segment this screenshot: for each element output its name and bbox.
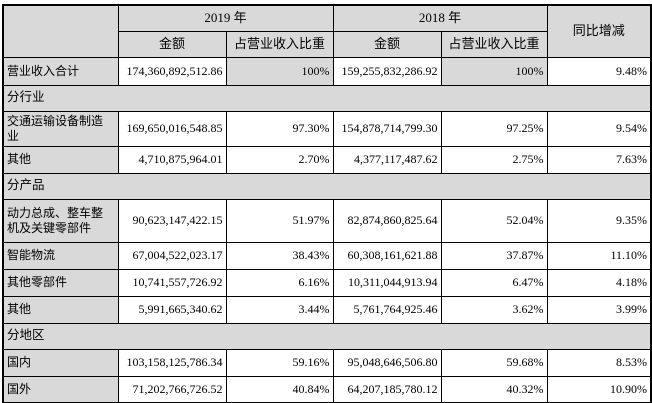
header-amount-2019: 金额 [117,30,227,58]
table-row: 其他 4,710,875,964.01 2.70% 4,377,117,487.… [2,145,652,174]
yoy-cell: 4.18% [546,268,652,297]
yoy-cell: 3.99% [546,295,652,324]
section-row-industry: 分行业 [2,84,652,112]
ratio-2018-cell: 52.04% [440,198,548,243]
ratio-2018-cell: 40.32% [440,375,548,403]
ratio-2019-cell: 51.97% [225,198,334,243]
table-row: 其他零部件 10,741,557,726.92 6.16% 10,311,044… [2,268,652,297]
yoy-cell: 9.35% [546,198,652,243]
amount-2019-cell: 90,623,147,422.15 [117,198,227,243]
header-row-years: 2019 年 2018 年 同比增减 [2,4,652,58]
amount-2018-cell: 95,048,646,506.80 [332,348,442,377]
ratio-2019-cell: 100% [225,56,334,86]
ratio-2018-cell: 100% [440,56,548,86]
ratio-2019-cell: 2.70% [225,145,334,174]
ratio-2018-cell: 2.75% [440,145,548,174]
table-row: 国外 71,202,766,726.52 40.84% 64,207,185,7… [2,375,652,403]
amount-2018-cell: 60,308,161,621.88 [332,241,442,270]
row-label: 国内 [2,348,119,377]
table-row: 智能物流 67,004,522,023.17 38.43% 60,308,161… [2,241,652,270]
row-label: 智能物流 [2,241,119,270]
table-row: 国内 103,158,125,786.34 59.16% 95,048,646,… [2,348,652,377]
table-row: 动力总成、整车整机及关键零部件 90,623,147,422.15 51.97%… [2,198,652,243]
row-label: 其他 [2,295,119,324]
amount-2018-cell: 5,761,764,925.46 [332,295,442,324]
revenue-breakdown-table: 2019 年 2018 年 同比增减 金额 占营业收入比重 金额 占营业收入比重… [2,4,652,403]
yoy-cell: 9.54% [546,110,652,147]
ratio-2018-cell: 59.68% [440,348,548,377]
section-label: 分行业 [2,84,652,112]
row-label: 其他 [2,145,119,174]
row-label: 营业收入合计 [2,56,119,86]
corner-cell [2,4,119,58]
ratio-2019-cell: 38.43% [225,241,334,270]
ratio-2018-cell: 6.47% [440,268,548,297]
row-label: 国外 [2,375,119,403]
header-yoy: 同比增减 [546,4,652,58]
table-row: 其他 5,991,665,340.62 3.44% 5,761,764,925.… [2,295,652,324]
ratio-2019-cell: 6.16% [225,268,334,297]
row-label: 动力总成、整车整机及关键零部件 [2,198,119,243]
yoy-cell: 11.10% [546,241,652,270]
amount-2018-cell: 64,207,185,780.12 [332,375,442,403]
ratio-2019-cell: 97.30% [225,110,334,147]
amount-2018-cell: 4,377,117,487.62 [332,145,442,174]
section-row-product: 分产品 [2,172,652,200]
amount-2019-cell: 4,710,875,964.01 [117,145,227,174]
header-ratio-2019: 占营业收入比重 [225,30,334,58]
header-row-metrics: 金额 占营业收入比重 金额 占营业收入比重 [3,30,651,58]
amount-2019-cell: 10,741,557,726.92 [117,268,227,297]
table-row-total: 营业收入合计 174,360,892,512.86 100% 159,255,8… [2,56,652,86]
ratio-2018-cell: 3.62% [440,295,548,324]
ratio-2019-cell: 40.84% [225,375,334,403]
yoy-cell: 7.63% [546,145,652,174]
amount-2018-cell: 159,255,832,286.92 [332,56,442,86]
yoy-cell: 9.48% [546,56,652,86]
header-year-2018: 2018 年 [332,4,548,32]
amount-2019-cell: 5,991,665,340.62 [117,295,227,324]
row-label: 交通运输设备制造业 [2,110,119,147]
table-row: 交通运输设备制造业 169,650,016,548.85 97.30% 154,… [2,110,652,147]
amount-2019-cell: 71,202,766,726.52 [117,375,227,403]
header-amount-2018: 金额 [332,30,442,58]
amount-2018-cell: 82,874,860,825.64 [332,198,442,243]
amount-2019-cell: 169,650,016,548.85 [117,110,227,147]
ratio-2019-cell: 59.16% [225,348,334,377]
yoy-cell: 10.90% [546,375,652,403]
section-label: 分产品 [2,172,652,200]
section-label: 分地区 [2,322,652,350]
ratio-2018-cell: 97.25% [440,110,548,147]
ratio-2019-cell: 3.44% [225,295,334,324]
amount-2019-cell: 103,158,125,786.34 [117,348,227,377]
amount-2019-cell: 174,360,892,512.86 [117,56,227,86]
amount-2018-cell: 154,878,714,799.30 [332,110,442,147]
row-label: 其他零部件 [2,268,119,297]
header-ratio-2018: 占营业收入比重 [440,30,548,58]
header-year-2019: 2019 年 [117,4,334,32]
amount-2018-cell: 10,311,044,913.94 [332,268,442,297]
amount-2019-cell: 67,004,522,023.17 [117,241,227,270]
yoy-cell: 8.53% [546,348,652,377]
section-row-region: 分地区 [2,322,652,350]
ratio-2018-cell: 37.87% [440,241,548,270]
